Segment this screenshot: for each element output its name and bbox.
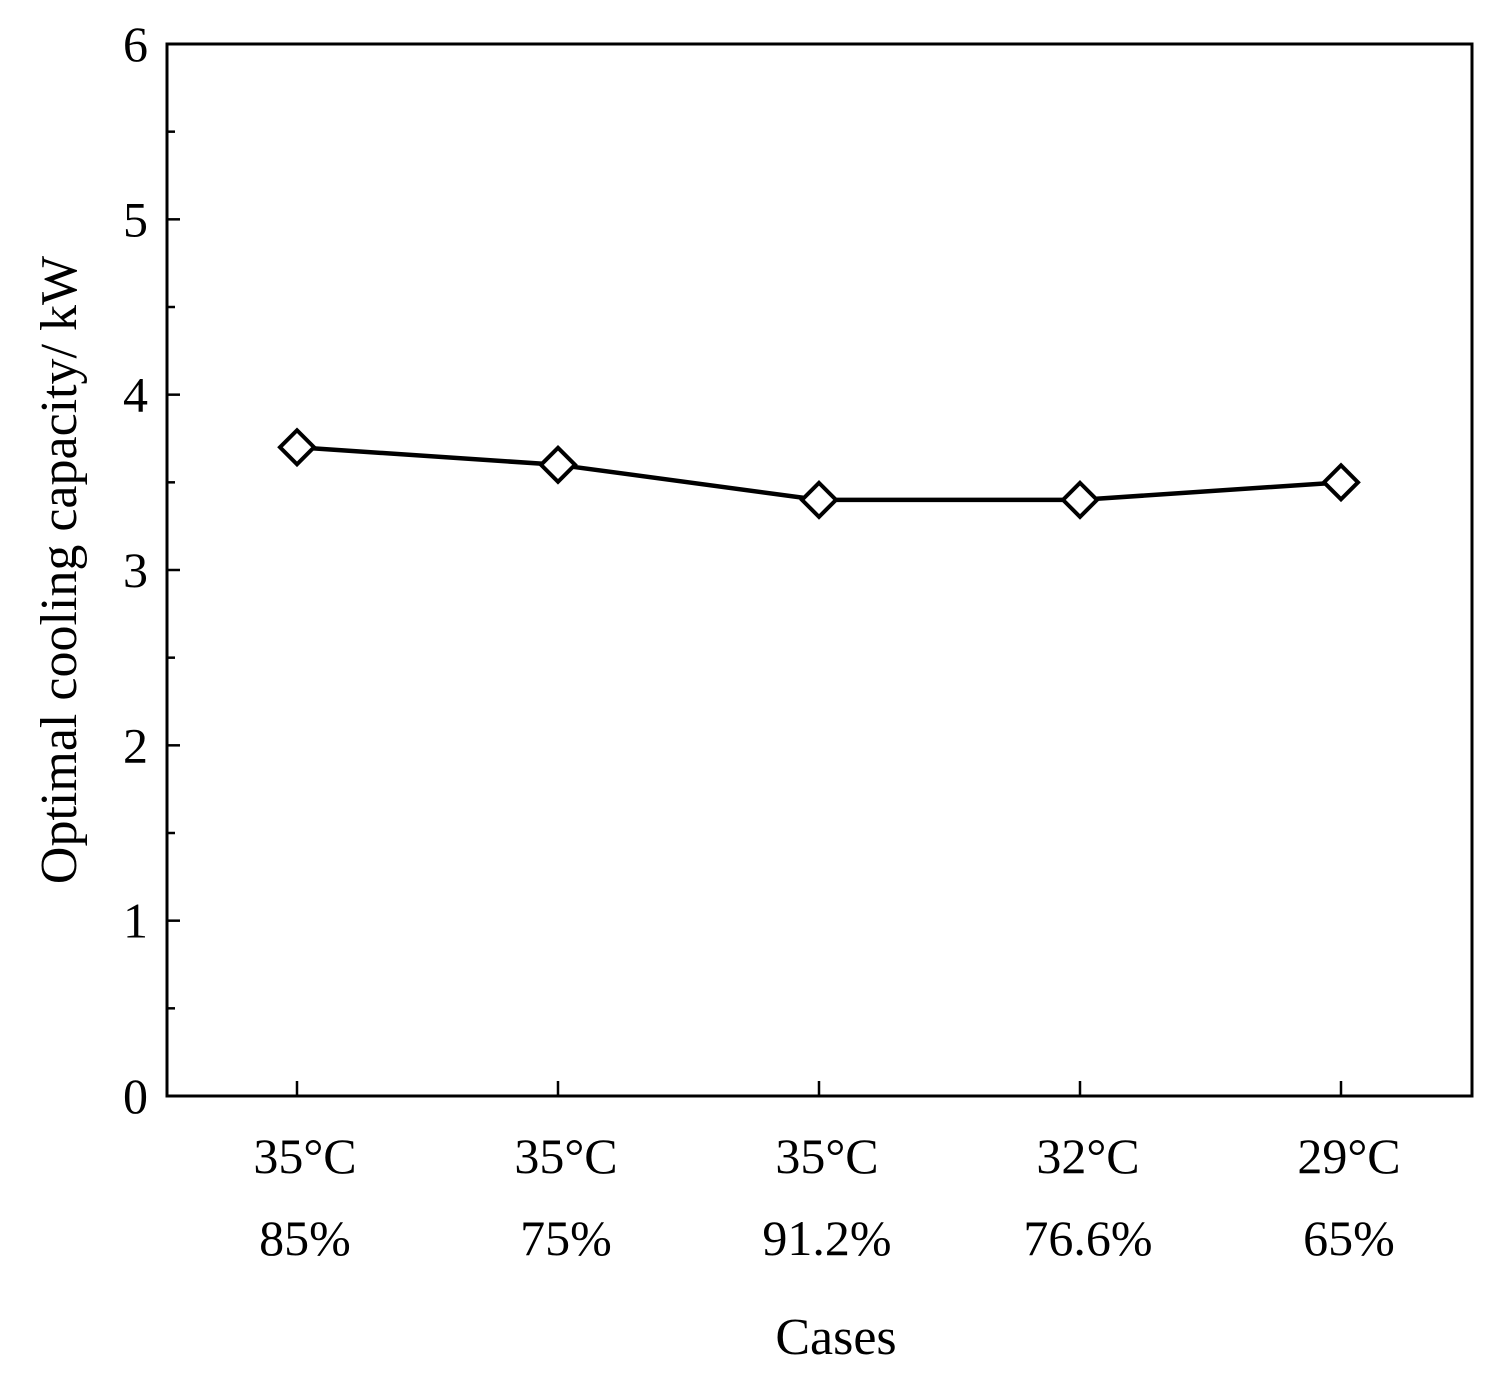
y-tick-label: 5: [123, 191, 148, 247]
x-tick-label: 35°C 85%: [253, 1128, 356, 1266]
x-axis: 35°C 85% 35°C 75% 35°C 91.2% 32°C 76.6% 29°C 65%: [253, 1081, 1401, 1266]
series-layer: [277, 427, 1361, 520]
x-tick-label: 35°C 91.2%: [762, 1128, 891, 1266]
y-axis-title: Optimal cooling capacity/ kW: [31, 256, 88, 884]
x-tick-label-humidity: 91.2%: [762, 1210, 891, 1266]
x-tick-label: 35°C 75%: [514, 1128, 617, 1266]
x-tick-label-humidity: 75%: [520, 1210, 612, 1266]
y-tick-label: 1: [123, 893, 148, 949]
data-point: [538, 444, 578, 485]
data-point: [1060, 480, 1100, 520]
x-tick-label-temperature: 35°C: [775, 1128, 878, 1184]
x-tick-label: 29°C 65%: [1297, 1128, 1400, 1266]
y-tick-label: 6: [123, 16, 148, 72]
data-point: [799, 480, 839, 520]
plot-frame: [165, 42, 1474, 1098]
x-axis-title: Cases: [775, 1309, 896, 1366]
y-tick-label: 2: [123, 717, 148, 773]
x-tick-label-humidity: 65%: [1303, 1210, 1395, 1266]
y-tick-label: 4: [123, 367, 148, 423]
x-tick-label-temperature: 32°C: [1036, 1128, 1139, 1184]
y-tick-label: 3: [123, 542, 148, 598]
data-point: [277, 427, 317, 468]
x-tick-label-humidity: 85%: [259, 1210, 351, 1266]
x-tick-label: 32°C 76.6%: [1023, 1128, 1152, 1266]
x-tick-label-temperature: 35°C: [514, 1128, 617, 1184]
y-axis: 0 1 2 3 4 5 6: [123, 16, 180, 1124]
y-tick-label: 0: [123, 1068, 148, 1124]
x-tick-label-temperature: 35°C: [253, 1128, 356, 1184]
data-point: [1321, 462, 1361, 503]
x-tick-label-humidity: 76.6%: [1023, 1210, 1152, 1266]
x-tick-label-temperature: 29°C: [1297, 1128, 1400, 1184]
